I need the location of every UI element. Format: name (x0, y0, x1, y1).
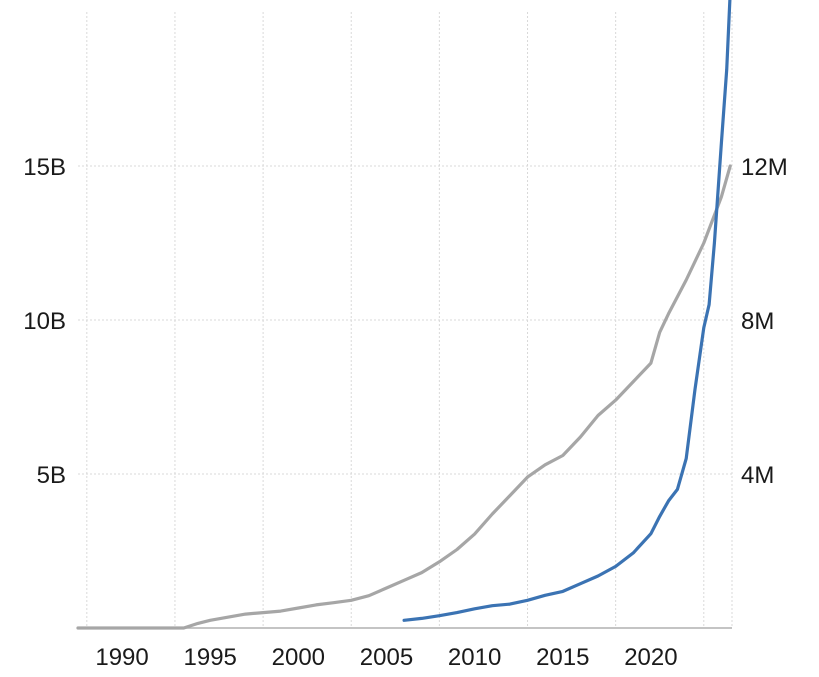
horizontal-gridlines (78, 165, 732, 475)
x-tick-label: 2000 (272, 644, 325, 671)
right-y-tick-label: 12M (741, 154, 788, 181)
x-tick-label: 2010 (448, 644, 501, 671)
right-axis-series-line (402, 0, 732, 622)
right-y-axis-tick-labels: 4M 8M 12M (741, 154, 788, 489)
left-y-tick-label: 15B (23, 154, 66, 181)
series-lines (76, 0, 732, 630)
x-axis-tick-labels: 1990 1995 2000 2005 2010 2015 2020 (95, 644, 677, 671)
x-tick-label: 2015 (536, 644, 589, 671)
right-y-tick-label: 4M (741, 462, 774, 489)
right-y-tick-label: 8M (741, 308, 774, 335)
x-tick-label: 2020 (624, 644, 677, 671)
left-y-tick-label: 10B (23, 308, 66, 335)
x-tick-label: 1990 (95, 644, 148, 671)
x-tick-label: 2005 (360, 644, 413, 671)
left-y-axis-tick-labels: 5B 10B 15B (23, 154, 66, 489)
left-y-tick-label: 5B (37, 462, 66, 489)
x-tick-label: 1995 (184, 644, 237, 671)
left-axis-series-line (76, 164, 732, 630)
